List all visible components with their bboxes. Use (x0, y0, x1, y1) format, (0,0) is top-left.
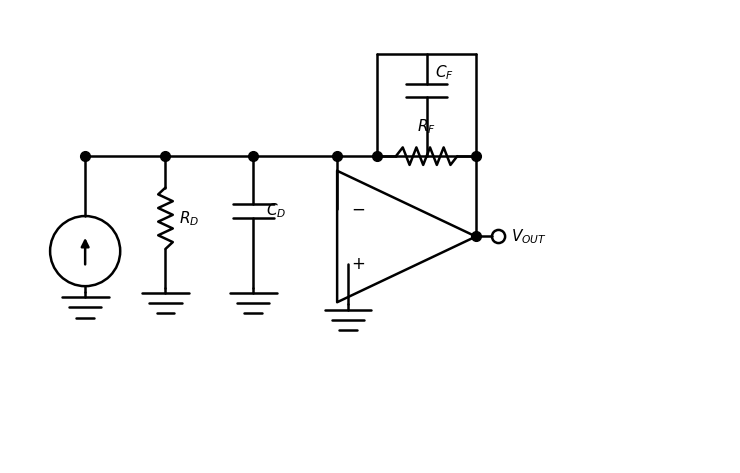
Text: $R_D$: $R_D$ (178, 209, 199, 228)
Text: $V_{OUT}$: $V_{OUT}$ (511, 227, 547, 246)
Text: $C_F$: $C_F$ (435, 63, 454, 81)
Text: $C_D$: $C_D$ (266, 201, 286, 220)
Text: $-$: $-$ (351, 200, 365, 218)
Text: $R_F$: $R_F$ (417, 117, 436, 136)
Text: $+$: $+$ (351, 255, 365, 273)
